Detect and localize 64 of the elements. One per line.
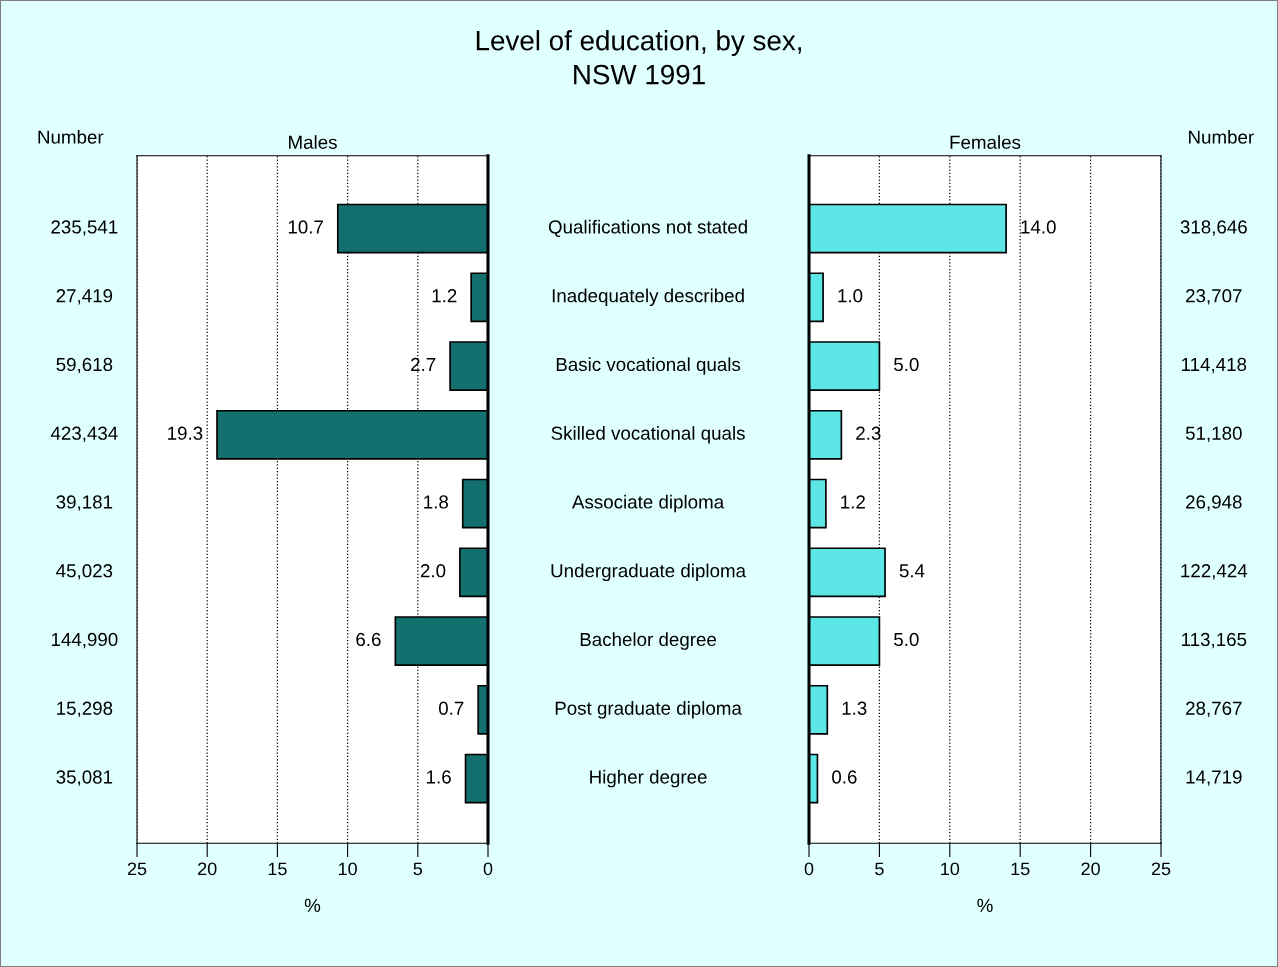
text: 35,081 bbox=[56, 770, 113, 786]
data-label: 1.2 bbox=[432, 289, 457, 303]
text: Number bbox=[1189, 129, 1254, 144]
text: 114,418 bbox=[1182, 357, 1247, 374]
x-tick-label: 15 bbox=[1011, 862, 1030, 876]
x-axis-title: % bbox=[304, 898, 321, 912]
x-tick-label: 20 bbox=[198, 862, 217, 876]
data-label: 2.3 bbox=[856, 426, 881, 440]
x-tick-label: 25 bbox=[1151, 862, 1171, 876]
data-label: 6.6 bbox=[356, 632, 381, 647]
text: 423,434 bbox=[50, 426, 118, 443]
text: 122,424 bbox=[1181, 564, 1248, 580]
y-tick-label: Associate diploma bbox=[572, 494, 725, 513]
data-label: 0.6 bbox=[832, 770, 857, 784]
data-label: 0.7 bbox=[438, 701, 464, 715]
x-tick-label: 10 bbox=[338, 862, 357, 876]
data-label: 2.7 bbox=[411, 357, 436, 371]
x-tick-label: 0 bbox=[483, 862, 493, 876]
text: 39,181 bbox=[56, 495, 113, 511]
data-label: 1.2 bbox=[841, 495, 865, 509]
x-tick-label: 15 bbox=[268, 862, 287, 876]
text: 14,719 bbox=[1186, 770, 1242, 786]
y-tick-label: Skilled vocational quals bbox=[551, 426, 745, 444]
data-label: 1.8 bbox=[424, 495, 449, 509]
y-tick-label: Post graduate diploma bbox=[555, 701, 742, 719]
data-label: 2.0 bbox=[420, 564, 446, 578]
text: 26,948 bbox=[1186, 495, 1242, 511]
data-label: 14.0 bbox=[1021, 220, 1056, 234]
text: 59,618 bbox=[56, 357, 113, 374]
y-tick-label: Qualifications not stated bbox=[548, 219, 747, 237]
text: 28,767 bbox=[1186, 701, 1242, 718]
data-label: 5.0 bbox=[894, 357, 919, 372]
chart-subtitle: Males bbox=[289, 135, 337, 149]
x-tick-label: 20 bbox=[1081, 862, 1100, 876]
y-tick-label: Higher degree bbox=[590, 769, 707, 788]
text: 15,298 bbox=[57, 701, 113, 718]
data-label: 10.7 bbox=[288, 220, 323, 234]
y-tick-label: Basic vocational quals bbox=[556, 357, 741, 375]
text: 144,990 bbox=[51, 632, 118, 649]
text: 45,023 bbox=[56, 564, 113, 580]
y-tick-label: Undergraduate diploma bbox=[551, 563, 747, 582]
y-tick-label: Bachelor degree bbox=[580, 632, 717, 650]
text: 27,419 bbox=[56, 289, 113, 305]
data-label: 1.6 bbox=[427, 770, 451, 784]
text: 235,541 bbox=[51, 220, 118, 236]
x-tick-label: 5 bbox=[875, 862, 884, 876]
x-tick-label: 5 bbox=[413, 862, 423, 876]
data-label: 5.4 bbox=[899, 564, 925, 578]
x-tick-label: 25 bbox=[127, 862, 147, 876]
data-label: 19.3 bbox=[168, 426, 203, 440]
text: 113,165 bbox=[1182, 632, 1247, 649]
data-label: 1.0 bbox=[838, 289, 863, 303]
text: 318,646 bbox=[1180, 220, 1247, 236]
data-label: 1.3 bbox=[842, 701, 867, 715]
text: Level of education, by sex, NSW 1991 bbox=[476, 30, 801, 85]
data-label: 5.0 bbox=[894, 632, 919, 647]
x-tick-label: 0 bbox=[804, 862, 814, 876]
chart-subtitle: Females bbox=[950, 135, 1021, 149]
text: 51,180 bbox=[1185, 426, 1242, 443]
text: Number bbox=[38, 129, 104, 144]
text: 23,707 bbox=[1186, 289, 1242, 305]
x-tick-label: 10 bbox=[941, 862, 960, 876]
y-tick-label: Inadequately described bbox=[552, 288, 744, 307]
x-axis-title: % bbox=[977, 898, 993, 912]
